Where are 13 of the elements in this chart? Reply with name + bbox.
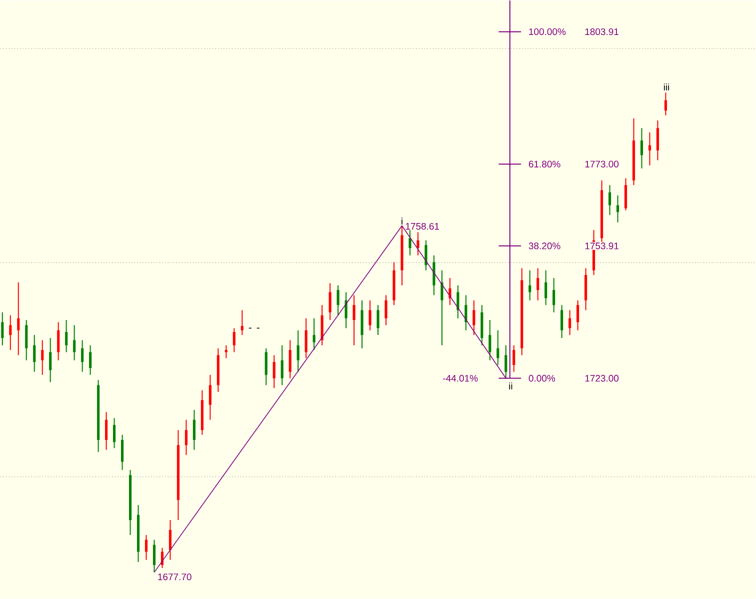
annotation: 61.80% <box>528 160 560 168</box>
annotation: 100.00% <box>529 28 566 36</box>
annotation: 0.00% <box>528 374 556 382</box>
y-tick-label: 1753.91 <box>585 242 618 250</box>
y-tick-label: 1803.91 <box>585 28 618 36</box>
data-label: 1758.61 <box>406 223 440 230</box>
annotation: iii <box>664 84 670 90</box>
data-label: 1677.70 <box>158 574 192 580</box>
y-tick-label: 1723.00 <box>585 374 619 382</box>
annotation: 38.20% <box>528 242 560 250</box>
annotation: -44.01% <box>443 374 478 382</box>
annotation: ii <box>509 382 512 390</box>
y-tick-label: 1773.00 <box>585 160 619 168</box>
